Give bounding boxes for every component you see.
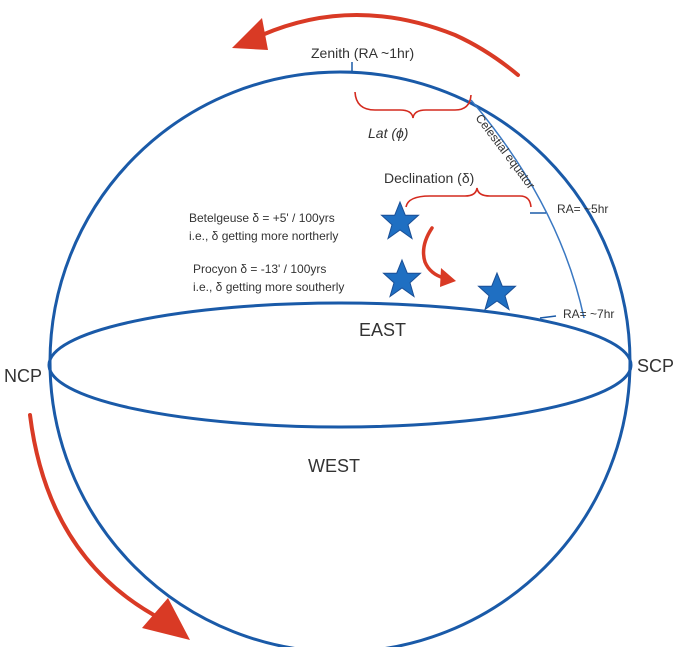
ra-7hr-tick — [539, 315, 557, 319]
rotation-arrow-top-head — [232, 18, 268, 50]
latitude-bracket — [354, 91, 472, 119]
ra-5hr-label: RA= ~5hr — [557, 202, 608, 216]
star-motion-arrow-curve — [421, 226, 446, 280]
west-label: WEST — [308, 456, 360, 476]
celestial-sphere-outline — [48, 70, 632, 647]
horizon-ellipse — [47, 301, 633, 429]
procyon-label-line1: Procyon δ = -13' / 100yrs — [193, 262, 326, 276]
zenith-label: Zenith (RA ~1hr) — [311, 45, 414, 61]
ra-7hr-label: RA= ~7hr — [563, 307, 614, 321]
procyon-star — [382, 258, 422, 298]
procyon-label-line2: i.e., δ getting more southerly — [193, 280, 344, 294]
latitude-label: Lat (ϕ) — [368, 125, 408, 141]
celestial-equator-arc — [470, 99, 585, 319]
star-motion-arrow-head — [440, 268, 456, 287]
rotation-arrow-bottom-head — [142, 598, 190, 640]
betelgeuse-label-line2: i.e., δ getting more northerly — [189, 229, 338, 243]
rotation-arrow-top-curve — [260, 13, 520, 77]
scp-label: SCP — [637, 356, 674, 376]
shifted-star — [477, 271, 517, 311]
betelgeuse-star — [380, 200, 420, 240]
ncp-label: NCP — [4, 366, 42, 386]
east-label: EAST — [359, 320, 406, 340]
betelgeuse-label-line1: Betelgeuse δ = +5' / 100yrs — [189, 211, 335, 225]
declination-bracket — [405, 187, 532, 208]
declination-label: Declination (δ) — [384, 170, 474, 186]
rotation-arrow-bottom-curve — [28, 413, 165, 622]
